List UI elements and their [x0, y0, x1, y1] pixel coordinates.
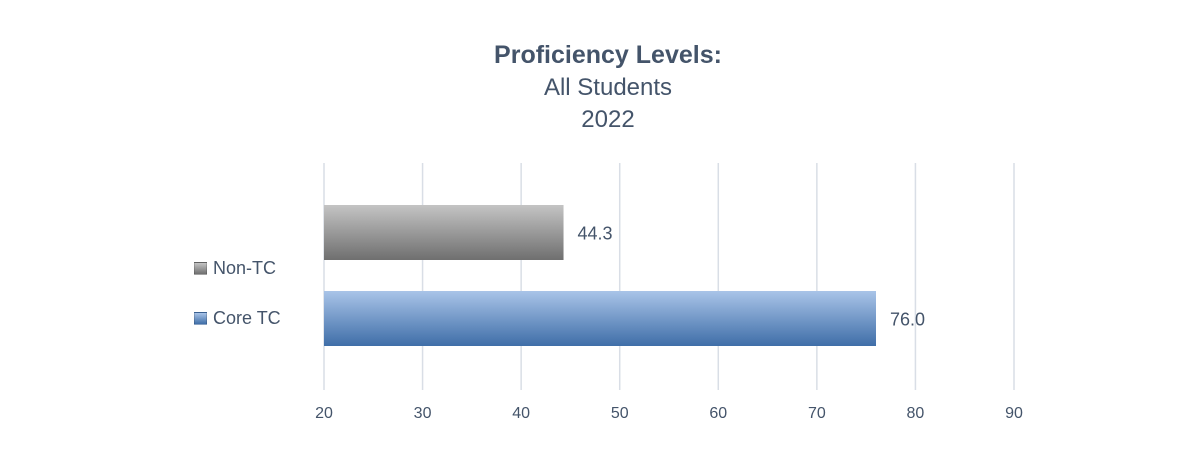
bar-non-tc — [324, 205, 564, 260]
x-tick-label-60: 60 — [709, 405, 727, 422]
legend-label-non-tc: Non-TC — [213, 257, 277, 278]
x-tick-label-50: 50 — [611, 405, 629, 422]
x-tick-label-40: 40 — [512, 405, 530, 422]
x-tick-label-80: 80 — [907, 405, 925, 422]
x-axis-tick-labels: 20 30 40 50 60 70 80 90 — [315, 405, 1023, 422]
x-tick-label-20: 20 — [315, 405, 333, 422]
chart-subtitle-year: 2022 — [581, 106, 635, 133]
x-tick-label-90: 90 — [1005, 405, 1023, 422]
grid-lines — [323, 163, 1015, 390]
x-tick-label-70: 70 — [808, 405, 826, 422]
legend-label-core-tc: Core TC — [213, 307, 281, 328]
data-labels: 44.3 76.0 — [578, 224, 926, 330]
data-label-core-tc: 76.0 — [890, 310, 925, 330]
chart-subtitle-group: All Students — [543, 74, 673, 101]
legend-swatch-non-tc — [194, 261, 207, 275]
chart-title-block: Proficiency Levels: All Students 2022 — [0, 38, 1200, 136]
bars — [324, 205, 876, 346]
data-label-non-tc: 44.3 — [578, 224, 613, 244]
x-tick-label-30: 30 — [414, 405, 432, 422]
chart-title: Proficiency Levels: — [494, 41, 722, 69]
chart-legend: Non-TC Core TC — [194, 256, 281, 356]
bar-core-tc — [324, 291, 876, 346]
legend-item-core-tc: Core TC — [194, 306, 281, 330]
legend-item-non-tc: Non-TC — [194, 256, 281, 280]
legend-swatch-core-tc — [194, 311, 207, 325]
